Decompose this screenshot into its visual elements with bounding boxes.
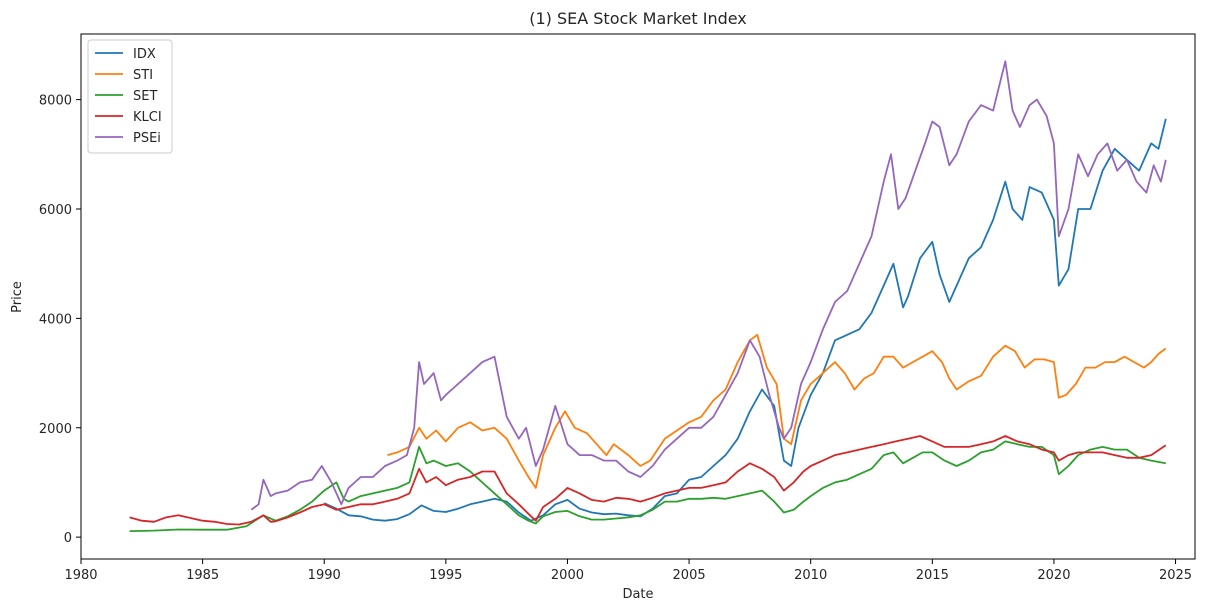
plot-frame xyxy=(80,33,1196,560)
plot-area xyxy=(129,60,1167,532)
legend: IDX STI SET KLCI PSEi xyxy=(87,39,173,154)
y-axis-label: Price xyxy=(10,281,25,313)
y-tick-label: 2000 xyxy=(39,422,72,437)
x-tick-label: 1985 xyxy=(186,568,219,583)
y-tick-label: 8000 xyxy=(39,94,72,109)
series-line-set xyxy=(129,440,1166,532)
series-line-sti xyxy=(387,333,1167,489)
legend-label-psei: PSEi xyxy=(133,131,161,146)
y-tick-label: 0 xyxy=(64,531,72,546)
legend-box xyxy=(87,39,173,154)
legend-label-set: SET xyxy=(133,89,157,104)
y-axis: 0 2000 4000 6000 8000 xyxy=(39,94,81,546)
x-tick-label: 1980 xyxy=(64,568,97,583)
x-tick-label: 1995 xyxy=(429,568,462,583)
x-tick-label: 2005 xyxy=(673,568,706,583)
chart-title: (1) SEA Stock Market Index xyxy=(529,9,747,28)
x-tick-label: 2015 xyxy=(916,568,949,583)
x-tick-label: 2020 xyxy=(1037,568,1070,583)
y-tick-label: 4000 xyxy=(39,312,72,327)
x-axis-label: Date xyxy=(622,587,653,602)
x-tick-label: 2025 xyxy=(1159,568,1192,583)
legend-label-klci: KLCI xyxy=(133,110,162,125)
x-axis: 1980 1985 1990 1995 2000 2005 2010 2015 2020 2025 xyxy=(64,559,1192,583)
legend-label-idx: IDX xyxy=(133,47,156,62)
y-tick-label: 6000 xyxy=(39,203,72,218)
series-line-klci xyxy=(129,435,1167,526)
x-tick-label: 1990 xyxy=(308,568,341,583)
x-tick-label: 2000 xyxy=(551,568,584,583)
series-line-psei xyxy=(250,60,1167,511)
series-line-idx xyxy=(323,118,1167,522)
legend-label-sti: STI xyxy=(133,68,153,83)
x-tick-label: 2010 xyxy=(794,568,827,583)
